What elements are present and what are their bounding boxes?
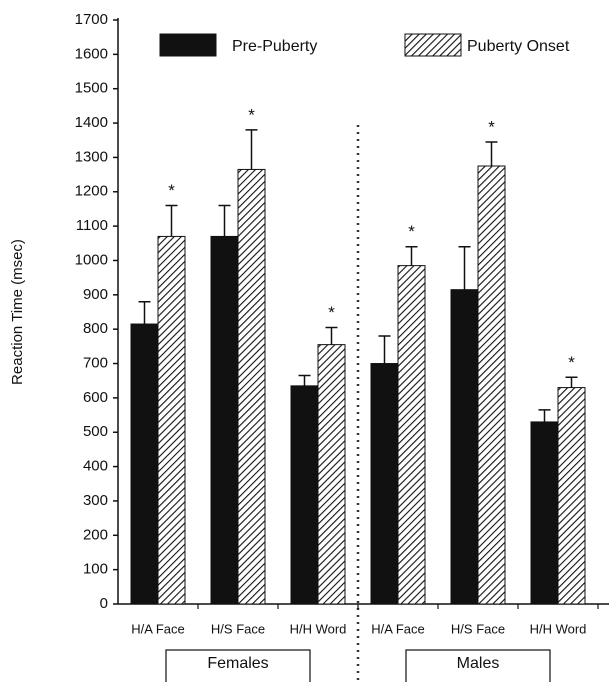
significance-mark: * <box>168 181 175 200</box>
y-tick-label: 1000 <box>75 251 108 268</box>
bar <box>450 289 479 605</box>
group-label: Females <box>207 655 268 672</box>
y-tick-label: 1600 <box>75 45 108 62</box>
y-tick-label: 1200 <box>75 183 108 200</box>
error-bar <box>405 245 418 266</box>
bar <box>157 235 186 605</box>
bar <box>130 323 159 605</box>
bar <box>210 235 239 605</box>
y-tick-label: 1100 <box>76 217 108 234</box>
y-tick-label: 500 <box>83 423 108 440</box>
bar <box>477 165 506 605</box>
bar <box>237 168 266 605</box>
y-tick-label: 1700 <box>75 11 108 28</box>
x-tick-label: H/S Face <box>211 621 265 636</box>
bar <box>370 363 399 605</box>
y-tick-label: 600 <box>83 389 108 406</box>
significance-mark: * <box>248 105 255 124</box>
y-tick-label: 800 <box>83 320 108 337</box>
x-tick-label: H/A Face <box>371 621 424 636</box>
significance-mark: * <box>408 222 415 241</box>
x-tick-label: H/H Word <box>290 621 347 636</box>
significance-mark: * <box>328 303 335 322</box>
legend-swatch <box>159 33 217 57</box>
error-bar <box>565 376 578 388</box>
error-bar <box>138 300 151 325</box>
error-bar <box>165 204 178 237</box>
group-box <box>165 649 311 682</box>
y-tick-label: 200 <box>83 526 108 543</box>
significance-mark: * <box>488 117 495 136</box>
group-label: Males <box>457 655 500 672</box>
error-bar <box>245 129 258 170</box>
group-box <box>405 649 551 682</box>
error-bar <box>538 409 551 422</box>
error-bar <box>325 326 338 345</box>
y-tick-label: 1300 <box>75 148 108 165</box>
legend-label: Puberty Onset <box>467 38 570 55</box>
bar <box>317 344 346 605</box>
error-bar <box>218 204 231 237</box>
y-tick-label: 900 <box>83 286 108 303</box>
y-tick-label: 1400 <box>75 114 108 131</box>
y-tick-label: 100 <box>83 561 108 578</box>
bar <box>530 421 559 605</box>
legend-label: Pre-Puberty <box>232 38 317 55</box>
x-tick-label: H/S Face <box>451 621 505 636</box>
x-tick-label: H/A Face <box>131 621 184 636</box>
bar <box>397 265 426 605</box>
y-tick-label: 400 <box>83 458 108 475</box>
significance-mark: * <box>568 353 575 372</box>
y-axis-label: Reaction Time (msec) <box>9 239 26 385</box>
error-bar <box>485 141 498 166</box>
legend-swatch <box>404 33 462 57</box>
bar <box>557 387 586 605</box>
y-tick-label: 300 <box>83 492 108 509</box>
error-bar <box>458 245 471 290</box>
y-tick-label: 0 <box>100 595 108 612</box>
bar <box>290 385 319 605</box>
y-tick-label: 700 <box>83 354 108 371</box>
error-bar <box>378 335 391 364</box>
error-bar <box>298 374 311 386</box>
y-tick-label: 1500 <box>75 80 108 97</box>
x-tick-label: H/H Word <box>530 621 587 636</box>
